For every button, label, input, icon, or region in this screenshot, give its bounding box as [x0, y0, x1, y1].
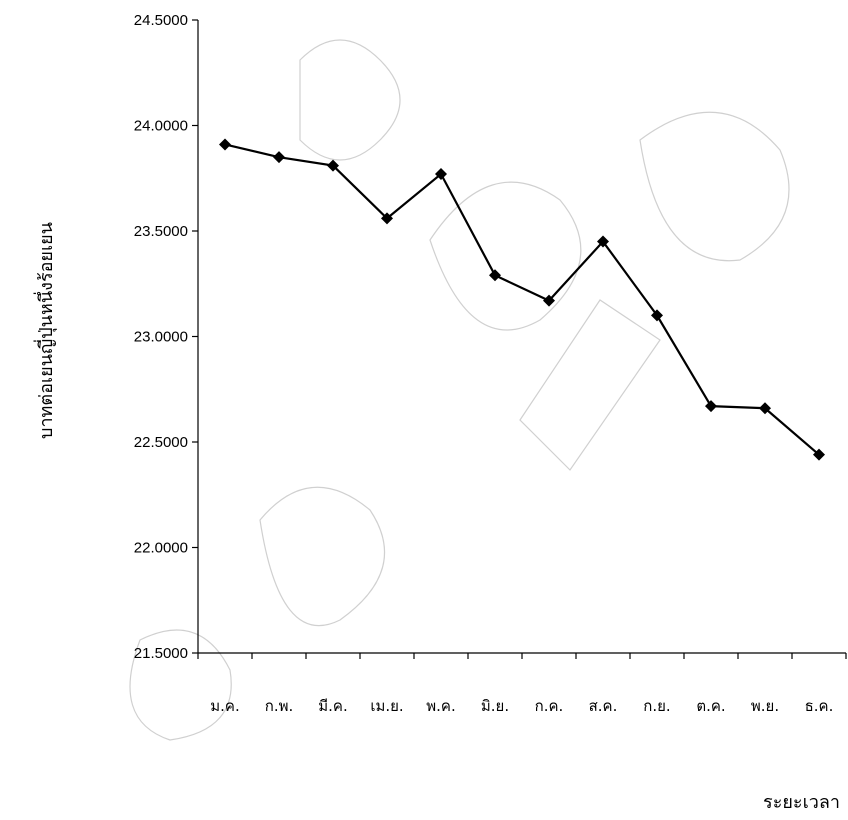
x-category-label: เม.ย. — [370, 697, 403, 715]
x-category-label: ก.ย. — [643, 697, 670, 715]
series-line — [224, 143, 820, 456]
y-tick-label: 24.0000 — [134, 118, 188, 135]
x-category-label: พ.ค. — [426, 697, 455, 715]
y-tick-label: 23.5000 — [134, 223, 188, 240]
y-ticks: 21.5000 22.0000 22.5000 23.0000 23.5000 24.00… — [134, 12, 198, 662]
axes — [197, 20, 846, 654]
x-category-label: มิ.ย. — [481, 697, 509, 715]
data-point-marker — [651, 309, 663, 322]
y-tick-label: 24.5000 — [134, 12, 188, 29]
data-point-marker — [543, 294, 555, 307]
x-category-label: ส.ค. — [589, 697, 618, 715]
y-tick-label: 22.0000 — [134, 540, 188, 557]
x-category-label: มี.ค. — [318, 697, 347, 715]
y-tick-label: 22.5000 — [134, 434, 188, 451]
x-axis-title: ระยะเวลา — [763, 792, 840, 813]
y-tick-label: 23.0000 — [134, 329, 188, 346]
data-point-marker — [327, 159, 339, 172]
data-point-marker — [705, 400, 717, 413]
x-category-label: พ.ย. — [751, 697, 779, 715]
series — [219, 138, 825, 461]
x-category-label: ก.ค. — [535, 697, 564, 715]
y-tick-label: 21.5000 — [134, 645, 188, 662]
data-point-marker — [489, 269, 501, 282]
x-ticks: ม.ค. ก.พ. มี.ค. เม.ย. พ.ค. มิ.ย. ก.ค. ส.ค. ก.ย. ต… — [197, 653, 847, 715]
y-axis-title: บาทต่อเยนญี่ปุ่นหนึ่งร้อยเยน — [33, 222, 57, 439]
data-point-marker — [813, 448, 825, 461]
x-category-label: ก.พ. — [265, 697, 294, 715]
x-category-label: ต.ค. — [696, 697, 725, 715]
x-category-label: ธ.ค. — [805, 697, 834, 715]
data-point-marker — [435, 168, 447, 181]
data-point-marker — [381, 212, 393, 225]
data-point-marker — [219, 138, 231, 151]
data-point-marker — [273, 151, 285, 164]
watermark — [129, 39, 790, 741]
data-point-marker — [597, 235, 609, 248]
x-category-label: ม.ค. — [210, 697, 239, 715]
data-point-marker — [759, 402, 771, 415]
